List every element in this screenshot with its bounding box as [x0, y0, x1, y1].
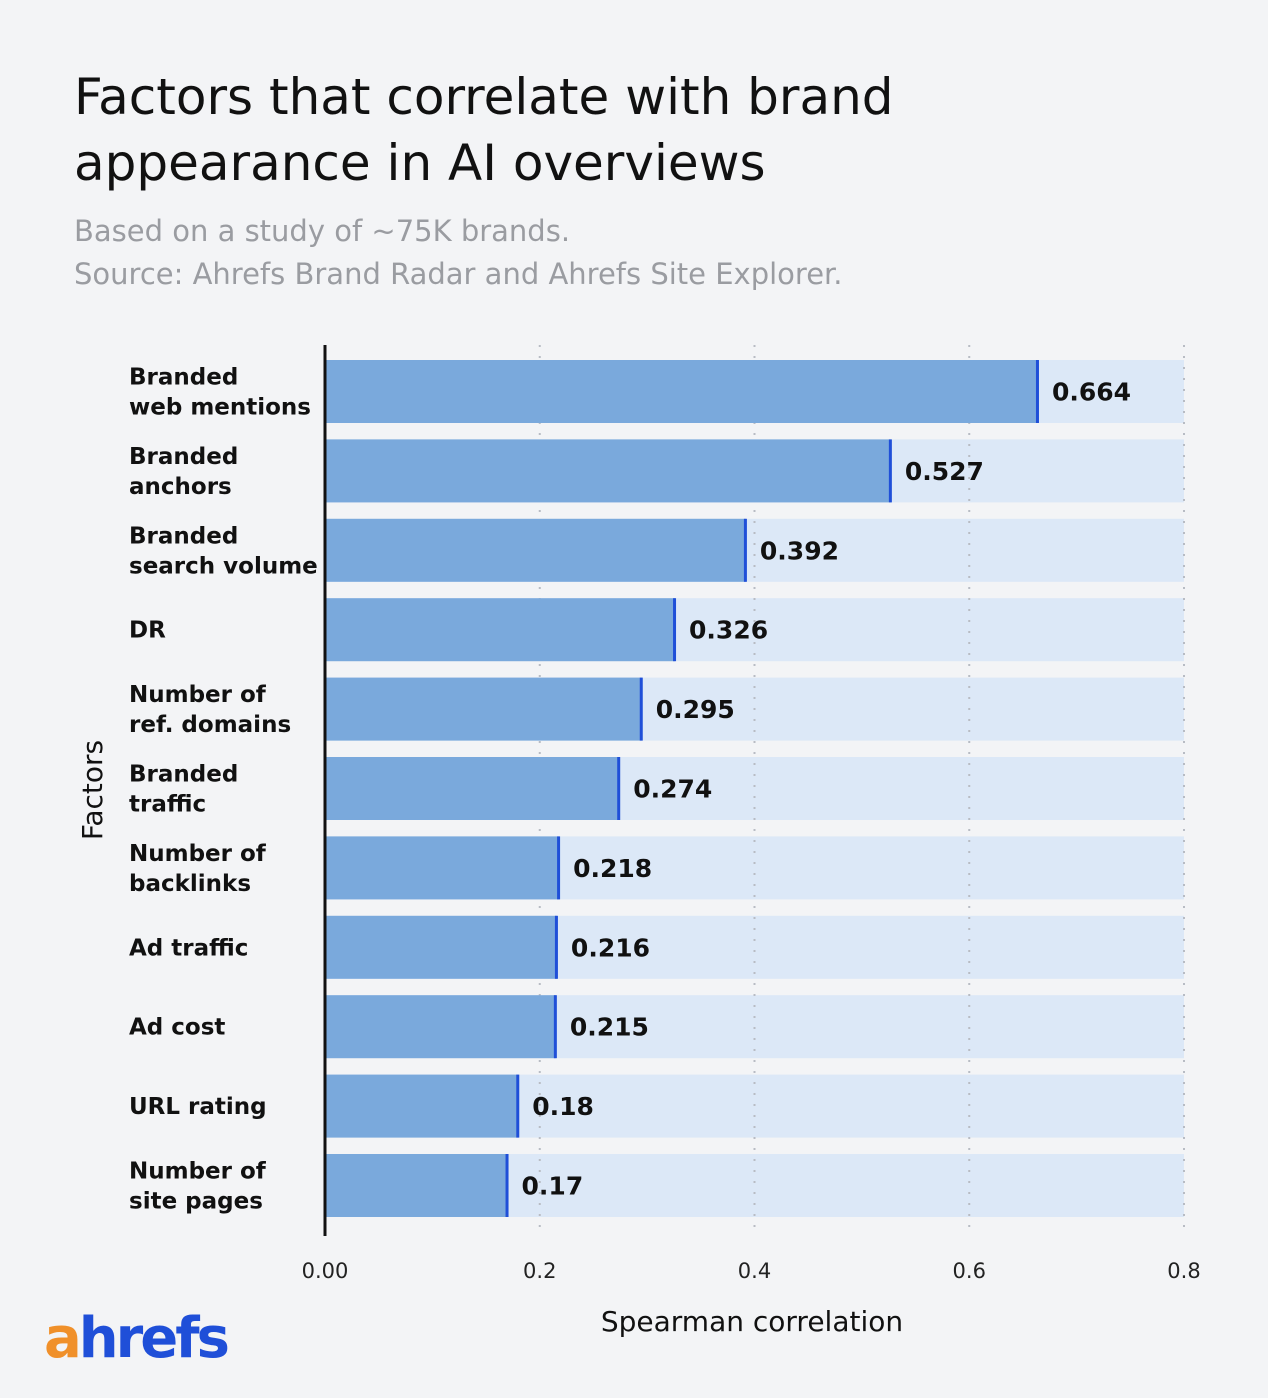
bar-end-marker [1035, 360, 1039, 423]
category-label: Branded search volume [129, 523, 318, 579]
logo-a: a [44, 1306, 82, 1371]
bar [325, 677, 642, 741]
data-label: 0.218 [573, 854, 652, 883]
category-label-line: traffic [129, 792, 206, 818]
category-label-line: Number of [129, 682, 267, 708]
x-tick-label: 0.4 [738, 1259, 771, 1283]
subtitle-line: Source: Ahrefs Brand Radar and Ahrefs Si… [74, 257, 843, 291]
category-label: Ad traffic [129, 935, 248, 961]
y-axis-title: Factors [76, 740, 109, 840]
data-label: 0.215 [570, 1013, 649, 1042]
data-label: 0.527 [905, 457, 984, 486]
data-label: 0.274 [633, 775, 712, 804]
bar [325, 836, 560, 900]
category-label: Branded traffic [129, 762, 238, 818]
bar [325, 757, 620, 820]
category-label-line: search volume [129, 553, 318, 579]
x-tick-label: 0.2 [523, 1259, 556, 1283]
bar [325, 598, 676, 662]
category-label-line: URL rating [129, 1094, 267, 1120]
category-label-line: web mentions [129, 395, 311, 421]
category-label-line: Branded [129, 444, 238, 470]
category-label: Number of backlinks [129, 841, 267, 897]
bar-end-marker [505, 1154, 509, 1217]
data-label: 0.664 [1052, 378, 1131, 407]
category-label: DR [129, 618, 166, 644]
category-label-line: ref. domains [129, 712, 291, 738]
category-label-line: Branded [129, 762, 238, 788]
data-label: 0.17 [522, 1172, 584, 1201]
category-label-line: Branded [129, 365, 238, 391]
category-label-line: Branded [129, 523, 238, 549]
subtitle-line: Based on a study of ~75K brands. [74, 214, 571, 248]
bar-end-marker [888, 439, 892, 503]
bar-end-marker [743, 518, 747, 582]
chart-subtitle: Based on a study of ~75K brands. Source:… [74, 210, 843, 296]
bar-end-marker [639, 677, 643, 741]
bar-end-marker [516, 1074, 520, 1138]
data-label: 0.326 [689, 616, 768, 645]
ahrefs-logo: ahrefs [44, 1306, 230, 1371]
category-label: Number of ref. domains [129, 682, 291, 738]
bar [325, 1074, 519, 1138]
bar [325, 995, 556, 1059]
x-tick-label: 0.8 [1167, 1259, 1200, 1283]
x-tick-label: 0.00 [302, 1259, 349, 1283]
category-label: Ad cost [129, 1015, 225, 1041]
data-label: 0.216 [571, 933, 650, 962]
x-axis-title: Spearman correlation [601, 1305, 903, 1338]
x-tick-label: 0.6 [953, 1259, 986, 1283]
bar-end-marker [557, 836, 561, 900]
bar [325, 518, 746, 582]
bar [325, 1154, 508, 1217]
category-label: Branded web mentions [129, 365, 311, 421]
data-label: 0.295 [656, 695, 735, 724]
category-label: Branded anchors [129, 444, 238, 500]
bar [325, 439, 891, 503]
bar-end-marker [553, 995, 557, 1059]
category-label-line: Ad cost [129, 1015, 225, 1041]
data-label: 0.18 [532, 1092, 594, 1121]
category-label-line: Ad traffic [129, 935, 248, 961]
category-label-line: anchors [129, 474, 232, 500]
category-label-line: DR [129, 618, 166, 644]
bar [325, 915, 557, 979]
logo-rest: hrefs [78, 1306, 230, 1371]
category-label-line: site pages [129, 1189, 263, 1215]
category-label: Number of site pages [129, 1159, 267, 1215]
bar-end-marker [554, 915, 558, 979]
bar [325, 360, 1038, 423]
chart-title: Factors that correlate with brand appear… [74, 64, 1034, 196]
category-label-line: backlinks [129, 871, 251, 897]
bar-end-marker [617, 757, 621, 820]
chart-title-text: Factors that correlate with brand appear… [74, 68, 894, 192]
category-label-line: Number of [129, 1159, 267, 1185]
category-label: URL rating [129, 1094, 267, 1120]
data-label: 0.392 [760, 536, 839, 565]
bar-end-marker [673, 598, 677, 662]
category-label-line: Number of [129, 841, 267, 867]
